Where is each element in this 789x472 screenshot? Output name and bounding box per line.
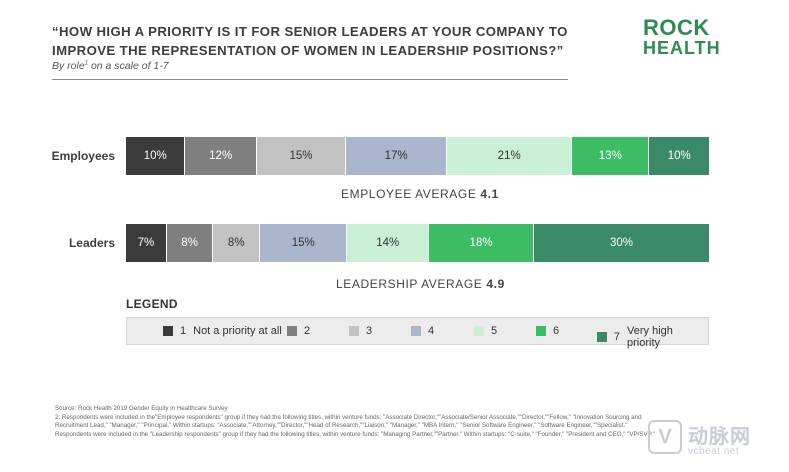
footnote-employee-titles: 2: Respondents were included in the"Empl… bbox=[55, 413, 642, 430]
legend-number: 3 bbox=[366, 325, 373, 337]
bar-leaders-level-1: 7% bbox=[126, 224, 167, 262]
subtitle-text: By role bbox=[52, 60, 85, 72]
legend-label: Not a priority at all bbox=[193, 325, 282, 337]
bar-leaders-level-3: 8% bbox=[213, 224, 261, 262]
legend-swatch bbox=[597, 332, 607, 342]
leadership-average-label: LEADERSHIP AVERAGE bbox=[336, 277, 483, 291]
bar-employees-level-4: 17% bbox=[346, 137, 448, 175]
legend-number: 4 bbox=[428, 325, 435, 337]
legend-swatch bbox=[411, 326, 421, 336]
bar-value-label: 8% bbox=[181, 237, 198, 249]
legend-item-5: 5 bbox=[474, 325, 497, 337]
legend-item-2: 2 bbox=[287, 325, 310, 337]
legend-item-7: 7 Very high priority bbox=[597, 325, 708, 349]
legend-swatch bbox=[163, 326, 173, 336]
bar-leaders-level-7: 30% bbox=[534, 224, 709, 262]
rock-health-logo: ROCK HEALTH bbox=[643, 15, 723, 59]
watermark-name: 动脉网 bbox=[688, 426, 751, 448]
vcbeat-watermark: V 动脉网 vcbeat.net bbox=[648, 418, 783, 466]
bar-value-label: 10% bbox=[667, 150, 691, 162]
watermark-logo-icon: V bbox=[648, 420, 682, 454]
bar-employees-level-6: 13% bbox=[572, 137, 650, 175]
bar-value-label: 14% bbox=[376, 237, 400, 249]
bar-employees-level-1: 10% bbox=[126, 137, 186, 175]
legend-swatch bbox=[474, 326, 484, 336]
legend-item-1: 1 Not a priority at all bbox=[163, 325, 282, 337]
row-label-leaders: Leaders bbox=[68, 236, 115, 250]
bar-value-label: 8% bbox=[227, 237, 245, 249]
legend-item-4: 4 bbox=[411, 325, 434, 337]
legend-title: LEGEND bbox=[126, 297, 178, 311]
bar-leaders-level-4: 15% bbox=[260, 224, 348, 262]
employee-average: EMPLOYEE AVERAGE 4.1 bbox=[341, 187, 499, 201]
employee-average-label: EMPLOYEE AVERAGE bbox=[341, 187, 477, 201]
bar-value-label: 21% bbox=[497, 150, 521, 162]
bar-value-label: 18% bbox=[469, 237, 493, 249]
legend-label: Very high priority bbox=[627, 325, 673, 349]
leadership-average-value: 4.9 bbox=[486, 277, 505, 291]
bar-employees-level-3: 15% bbox=[256, 137, 347, 175]
title-divider bbox=[52, 79, 568, 80]
legend-number: 7 bbox=[613, 331, 621, 343]
bar-leaders-level-6: 18% bbox=[429, 224, 535, 262]
bar-employees-level-5: 21% bbox=[447, 137, 573, 175]
chart-subtitle: By role1 on a scale of 1-7 bbox=[52, 60, 169, 72]
legend-item-3: 3 bbox=[349, 325, 372, 337]
logo-line-1: ROCK bbox=[643, 15, 710, 40]
logo-line-2: HEALTH bbox=[643, 38, 721, 58]
employee-average-value: 4.1 bbox=[480, 187, 499, 201]
bar-value-label: 15% bbox=[289, 150, 313, 162]
legend: 1 Not a priority at all 2 3 4 5 6 7 Very high pr… bbox=[126, 317, 709, 349]
bar-value-label: 30% bbox=[609, 237, 633, 249]
legend-number: 1 bbox=[180, 325, 187, 337]
subtitle-footnote-mark: 1 bbox=[84, 60, 89, 67]
bar-row-employees: 10% 12% 15% 17% 21% 13% 10% bbox=[126, 137, 709, 175]
bar-leaders-level-2: 8% bbox=[166, 224, 214, 262]
bar-employees-level-7: 10% bbox=[649, 137, 709, 175]
row-label-employees: Employees bbox=[51, 149, 115, 163]
bar-value-label: 17% bbox=[384, 150, 408, 162]
bar-row-leaders: 7% 8% 8% 15% 14% 18% 30% bbox=[126, 224, 709, 262]
bar-value-label: 10% bbox=[143, 150, 167, 162]
legend-swatch bbox=[536, 326, 546, 336]
legend-number: 5 bbox=[491, 325, 498, 337]
legend-item-6: 6 bbox=[536, 325, 559, 337]
bar-value-label: 12% bbox=[209, 150, 233, 162]
legend-swatch bbox=[287, 326, 297, 336]
bar-value-label: 13% bbox=[598, 150, 622, 162]
footnote-leader-titles: Respondents were included in the "Leader… bbox=[55, 430, 655, 438]
chart-title: “HOW HIGH A PRIORITY IS IT FOR SENIOR LE… bbox=[52, 24, 568, 58]
bar-employees-level-2: 12% bbox=[185, 137, 257, 175]
watermark-url: vcbeat.net bbox=[688, 446, 740, 457]
subtitle-scale: on a scale of 1-7 bbox=[88, 60, 169, 72]
footnotes: Source: Rock Health 2019 Gender Equity i… bbox=[55, 405, 655, 439]
bar-value-label: 7% bbox=[137, 237, 155, 249]
leadership-average: LEADERSHIP AVERAGE 4.9 bbox=[336, 277, 505, 291]
legend-number: 2 bbox=[304, 325, 311, 337]
footnote-source: Source: Rock Health 2019 Gender Equity i… bbox=[55, 405, 228, 412]
legend-swatch bbox=[349, 326, 359, 336]
bar-value-label: 15% bbox=[291, 237, 315, 249]
bar-leaders-level-5: 14% bbox=[347, 224, 430, 262]
legend-number: 6 bbox=[553, 325, 560, 337]
